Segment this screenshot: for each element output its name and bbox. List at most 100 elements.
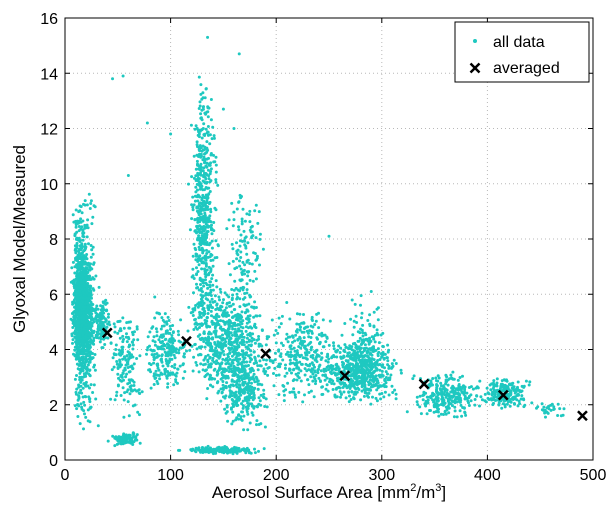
all-data-point bbox=[294, 372, 298, 376]
all-data-point bbox=[98, 340, 102, 344]
all-data-point bbox=[225, 445, 228, 449]
all-data-point bbox=[207, 447, 211, 451]
all-data-point bbox=[78, 334, 81, 337]
all-data-point bbox=[223, 343, 227, 347]
all-data-point bbox=[246, 412, 250, 416]
all-data-point bbox=[80, 352, 84, 356]
all-data-point bbox=[209, 346, 213, 350]
all-data-point bbox=[340, 333, 344, 337]
all-data-point bbox=[249, 369, 253, 373]
all-data-point bbox=[272, 333, 276, 337]
all-data-point bbox=[343, 350, 347, 354]
all-data-point bbox=[352, 392, 356, 396]
all-data-point bbox=[158, 346, 162, 350]
all-data-point bbox=[231, 361, 235, 365]
all-data-point bbox=[119, 442, 123, 446]
all-data-point bbox=[198, 248, 202, 252]
all-data-point bbox=[81, 219, 85, 223]
all-data-point bbox=[78, 329, 82, 333]
all-data-point bbox=[96, 333, 100, 336]
all-data-point bbox=[251, 332, 255, 336]
all-data-point bbox=[223, 291, 227, 295]
all-data-point bbox=[251, 375, 255, 379]
all-data-point bbox=[212, 221, 216, 224]
all-data-point bbox=[88, 397, 92, 401]
all-data-point bbox=[277, 316, 281, 320]
all-data-point bbox=[199, 258, 203, 262]
all-data-point bbox=[216, 447, 220, 451]
all-data-point bbox=[221, 338, 225, 342]
all-data-point bbox=[84, 302, 87, 306]
all-data-point bbox=[149, 363, 153, 367]
all-data-point bbox=[200, 448, 204, 452]
all-data-point bbox=[232, 364, 236, 368]
all-data-point bbox=[195, 140, 199, 144]
all-data-point bbox=[218, 365, 222, 369]
all-data-point bbox=[85, 345, 89, 349]
all-data-point bbox=[230, 242, 234, 246]
all-data-point bbox=[72, 292, 76, 296]
all-data-point bbox=[235, 401, 239, 405]
all-data-point bbox=[70, 266, 74, 270]
all-data-point bbox=[203, 157, 207, 161]
all-data-point bbox=[203, 132, 207, 136]
all-data-point bbox=[219, 377, 223, 381]
all-data-point bbox=[209, 118, 213, 122]
all-data-point bbox=[207, 163, 211, 167]
all-data-point bbox=[121, 340, 125, 344]
all-data-point bbox=[383, 352, 387, 356]
all-data-point bbox=[126, 366, 130, 369]
all-data-point bbox=[215, 312, 219, 316]
all-data-point bbox=[199, 293, 203, 297]
all-data-point bbox=[242, 268, 246, 272]
all-data-point bbox=[121, 334, 125, 338]
all-data-point bbox=[73, 404, 77, 408]
all-data-point bbox=[288, 358, 292, 362]
all-data-point bbox=[305, 369, 309, 373]
all-data-point bbox=[318, 340, 322, 344]
all-data-point bbox=[177, 333, 181, 337]
all-data-point bbox=[394, 362, 398, 365]
all-data-point bbox=[86, 305, 90, 309]
all-data-point bbox=[241, 285, 245, 289]
all-data-point bbox=[149, 386, 153, 390]
all-data-point bbox=[214, 333, 218, 336]
all-data-point bbox=[356, 376, 360, 380]
all-data-point bbox=[352, 397, 356, 401]
all-data-point bbox=[215, 354, 219, 358]
all-data-point bbox=[197, 130, 201, 134]
all-data-point bbox=[202, 249, 205, 253]
all-data-point bbox=[243, 449, 247, 453]
all-data-point bbox=[240, 334, 244, 338]
all-data-point bbox=[198, 254, 202, 258]
all-data-point bbox=[227, 218, 231, 222]
all-data-point bbox=[174, 380, 178, 384]
all-data-point bbox=[366, 319, 370, 322]
all-data-point bbox=[128, 392, 132, 396]
all-data-point bbox=[372, 337, 376, 341]
all-data-point bbox=[244, 246, 248, 250]
all-data-point bbox=[372, 325, 376, 329]
all-data-point bbox=[202, 301, 206, 305]
all-data-point bbox=[202, 175, 206, 179]
all-data-point bbox=[85, 285, 89, 289]
all-data-point bbox=[136, 410, 140, 414]
all-data-point bbox=[233, 308, 237, 311]
all-data-point bbox=[381, 351, 385, 355]
all-data-point bbox=[131, 389, 135, 393]
all-data-point bbox=[169, 337, 173, 341]
all-data-point bbox=[77, 383, 81, 387]
all-data-point bbox=[219, 319, 223, 323]
all-data-point bbox=[264, 343, 268, 347]
all-data-point bbox=[94, 311, 98, 315]
all-data-point bbox=[256, 405, 259, 409]
all-data-point bbox=[246, 401, 250, 405]
all-data-point bbox=[202, 148, 206, 152]
all-data-point bbox=[246, 274, 250, 278]
all-data-point bbox=[288, 317, 292, 321]
all-data-point bbox=[350, 384, 354, 388]
all-data-point bbox=[197, 148, 201, 152]
all-data-point bbox=[80, 287, 84, 291]
all-data-point bbox=[203, 111, 207, 115]
all-data-point bbox=[152, 358, 156, 362]
